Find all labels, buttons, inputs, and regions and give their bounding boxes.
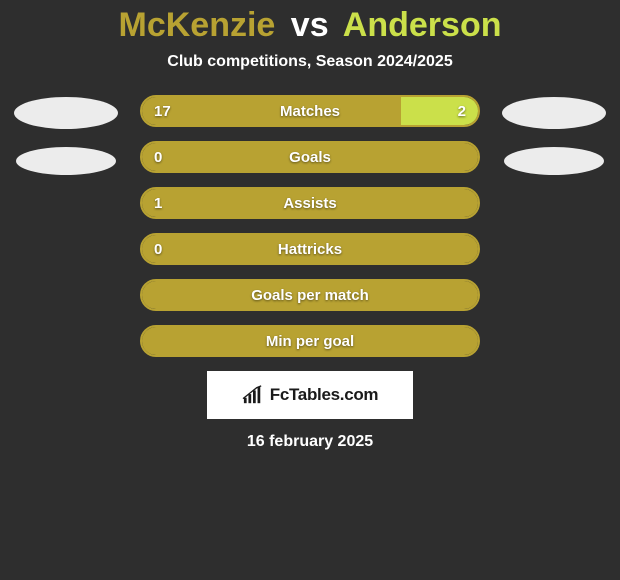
stat-bar-label: Assists xyxy=(142,189,478,217)
stat-bar-label: Hattricks xyxy=(142,235,478,263)
title-row: McKenzie vs Anderson xyxy=(0,6,620,45)
stat-bar-value-left: 1 xyxy=(154,189,162,217)
player1-name: McKenzie xyxy=(119,6,276,44)
player2-name: Anderson xyxy=(343,6,502,44)
player1-avatar-placeholder-2 xyxy=(16,147,116,175)
source-logo[interactable]: FcTables.com xyxy=(207,371,413,419)
stat-bar: Matches17 2 xyxy=(140,95,480,127)
stat-bar-value-left: 0 xyxy=(154,235,162,263)
player2-avatar-placeholder xyxy=(502,97,606,129)
bars-column: Matches172Goals0Assists1Hattricks0Goals … xyxy=(140,95,480,357)
stat-bar: Goals0 xyxy=(140,141,480,173)
stat-bar: Goals per match xyxy=(140,279,480,311)
left-avatar-col xyxy=(6,95,126,175)
stat-bar-value-left: 17 xyxy=(154,97,171,125)
player1-avatar-placeholder xyxy=(14,97,118,129)
date-label: 16 february 2025 xyxy=(0,433,620,451)
stat-bar-value-left: 0 xyxy=(154,143,162,171)
stats-area: Matches172Goals0Assists1Hattricks0Goals … xyxy=(0,95,620,357)
stat-bar-label: Min per goal xyxy=(142,327,478,355)
stat-bar-value-right: 2 xyxy=(458,97,466,125)
right-avatar-col xyxy=(494,95,614,175)
stat-bar: Min per goal xyxy=(140,325,480,357)
stat-bar-label: Goals per match xyxy=(142,281,478,309)
vs-label: vs xyxy=(291,6,329,44)
comparison-card: McKenzie vs Anderson Club competitions, … xyxy=(0,0,620,451)
stat-bar-label: Matches xyxy=(142,97,478,125)
player2-avatar-placeholder-2 xyxy=(504,147,604,175)
source-logo-text: FcTables.com xyxy=(270,385,379,405)
stat-bar-label: Goals xyxy=(142,143,478,171)
stat-bar: Assists1 xyxy=(140,187,480,219)
stat-bar: Hattricks0 xyxy=(140,233,480,265)
bar-chart-icon xyxy=(242,385,264,405)
subtitle: Club competitions, Season 2024/2025 xyxy=(0,53,620,71)
